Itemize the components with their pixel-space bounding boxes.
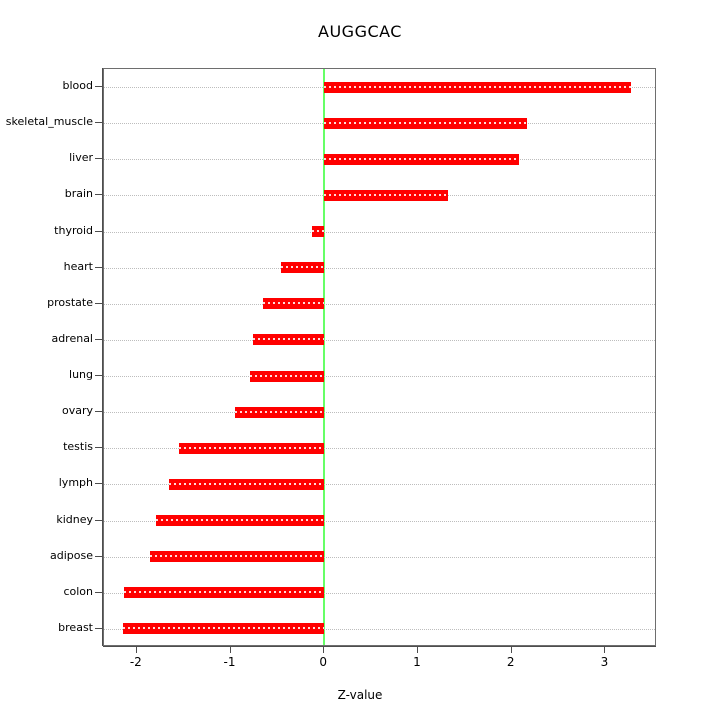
y-axis-label-lymph: lymph [58, 476, 93, 490]
y-axis-tick [95, 194, 102, 196]
x-axis-tick-label: -2 [129, 655, 142, 669]
y-axis-label-brain: brain [64, 187, 93, 201]
chart-title: AUGGCAC [318, 22, 402, 41]
x-axis-tick-label: -1 [223, 655, 236, 669]
x-axis-tick-label: 1 [413, 655, 421, 669]
x-axis-tick [323, 646, 325, 653]
gridline [104, 484, 655, 486]
x-axis-tick [229, 646, 231, 653]
y-axis-label-adipose: adipose [50, 548, 93, 562]
bar-heart [281, 262, 325, 274]
y-axis-tick [95, 447, 102, 449]
gridline [104, 231, 655, 233]
bar-ovary [235, 406, 325, 418]
y-axis-tick [95, 483, 102, 485]
bar-liver [324, 153, 520, 165]
bar-brain [324, 189, 448, 201]
y-axis-label-thyroid: thyroid [54, 223, 93, 237]
x-axis-tick-label: 3 [600, 655, 609, 669]
y-axis-label-lung: lung [69, 368, 93, 382]
gridline [104, 339, 655, 341]
bar-hatch [281, 266, 325, 269]
bar-skeletal_muscle [324, 117, 527, 129]
bar-hatch [312, 230, 325, 233]
bar-hatch [149, 555, 325, 558]
bar-adipose [149, 551, 325, 563]
bar-hatch [122, 627, 325, 630]
y-axis-label-kidney: kidney [56, 512, 93, 526]
y-axis-label-skeletal_muscle: skeletal_muscle [5, 115, 93, 129]
y-axis-label-adrenal: adrenal [51, 331, 93, 345]
bar-hatch [324, 121, 527, 124]
y-axis-label-breast: breast [58, 620, 93, 634]
bar-prostate [263, 298, 325, 310]
bar-breast [122, 623, 325, 635]
plot-area [103, 68, 656, 646]
gridline [104, 412, 655, 414]
y-axis-label-blood: blood [62, 79, 93, 93]
y-axis-label-testis: testis [63, 440, 93, 454]
y-axis-tick [95, 302, 102, 304]
bar-hatch [263, 302, 325, 305]
bar-hatch [324, 157, 520, 160]
gridline [104, 448, 655, 450]
y-axis-tick [95, 411, 102, 413]
y-axis-label-liver: liver [69, 151, 93, 165]
y-axis-tick [95, 519, 102, 521]
x-axis-spine [103, 646, 656, 647]
y-axis-tick [95, 158, 102, 160]
y-axis-label-heart: heart [63, 259, 93, 273]
bar-thyroid [312, 226, 325, 238]
bar-hatch [123, 591, 325, 594]
bar-blood [324, 81, 631, 93]
bar-hatch [250, 374, 325, 377]
x-axis-tick [510, 646, 512, 653]
y-axis-label-colon: colon [63, 584, 93, 598]
y-axis-spine [102, 68, 103, 646]
gridline [104, 592, 655, 594]
bar-adrenal [253, 334, 325, 346]
bar-hatch [178, 446, 325, 449]
x-axis-tick [604, 646, 606, 653]
bar-colon [123, 587, 325, 599]
x-axis-tick [135, 646, 137, 653]
gridline [104, 267, 655, 269]
y-axis-tick [95, 338, 102, 340]
gridline [104, 556, 655, 558]
y-axis-tick [95, 230, 102, 232]
y-axis-tick [95, 86, 102, 88]
bar-hatch [168, 482, 325, 485]
bar-testis [178, 442, 325, 454]
y-axis-tick [95, 591, 102, 593]
x-axis-tick-label: 0 [319, 655, 328, 669]
gridline [104, 628, 655, 630]
y-axis-label-prostate: prostate [47, 295, 93, 309]
y-axis-tick [95, 122, 102, 124]
x-axis-tick [416, 646, 418, 653]
gridline [104, 376, 655, 378]
bar-kidney [156, 515, 325, 527]
x-axis-title: Z-value [337, 688, 383, 702]
y-axis-tick [95, 375, 102, 377]
bar-hatch [235, 410, 325, 413]
zero-reference-line [323, 69, 326, 645]
bar-lymph [168, 478, 325, 490]
gridline [104, 303, 655, 305]
y-axis-tick [95, 555, 102, 557]
gridline [104, 520, 655, 522]
bar-hatch [156, 519, 325, 522]
y-axis-tick [95, 627, 102, 629]
y-axis-tick [95, 266, 102, 268]
bar-hatch [324, 85, 631, 88]
bar-hatch [253, 338, 325, 341]
bar-lung [250, 370, 325, 382]
y-axis-label-ovary: ovary [61, 404, 93, 418]
x-axis-tick-label: 2 [506, 655, 515, 669]
bar-hatch [324, 193, 448, 196]
